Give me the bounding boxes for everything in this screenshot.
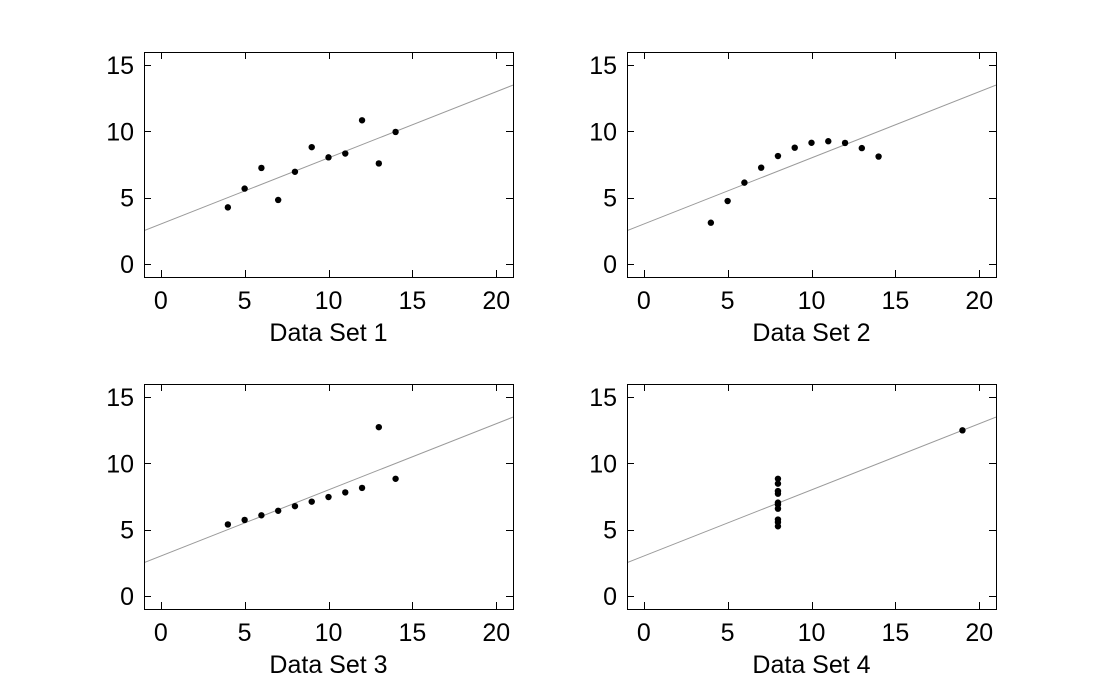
data-point — [358, 484, 366, 492]
data-point — [808, 139, 815, 146]
data-point — [774, 518, 782, 526]
data-point — [774, 480, 782, 487]
data-point — [875, 153, 882, 160]
data-point — [959, 427, 966, 434]
data-point — [791, 144, 798, 151]
regression-line-2 — [627, 84, 996, 232]
y-tick-label: 5 — [603, 185, 617, 213]
y-tick-label: 5 — [120, 185, 134, 213]
plot-frame-1 — [144, 52, 514, 278]
y-tick-label: 15 — [589, 384, 617, 412]
data-point — [342, 150, 349, 157]
x-tick-label: 0 — [637, 287, 651, 315]
data-point — [291, 502, 299, 510]
data-point — [841, 139, 849, 147]
x-tick-label: 0 — [637, 619, 651, 647]
data-point — [325, 154, 332, 161]
data-point — [825, 138, 832, 145]
x-tick-label: 10 — [315, 619, 343, 647]
data-point — [392, 475, 399, 482]
data-point — [291, 168, 299, 175]
y-tick-label: 15 — [589, 52, 617, 80]
x-tick-label: 5 — [721, 287, 735, 315]
data-point — [757, 164, 765, 171]
x-tick-label: 0 — [154, 619, 168, 647]
data-point — [274, 196, 282, 204]
x-tick-label: 15 — [398, 619, 426, 647]
data-point — [774, 487, 782, 495]
data-point — [274, 507, 282, 514]
data-point — [258, 512, 265, 519]
panel-label-3: Data Set 3 — [269, 651, 387, 679]
x-tick-label: 15 — [881, 619, 909, 647]
data-point — [707, 219, 715, 226]
panel-1: 0 5 10 15 20 0 5 10 15 Data Set 1 — [106, 52, 514, 347]
data-point — [258, 164, 265, 172]
x-tick-label: 20 — [965, 619, 993, 647]
data-point — [358, 117, 366, 124]
data-point — [308, 143, 315, 151]
x-tick-label: 20 — [965, 287, 993, 315]
y-tick-label: 0 — [120, 251, 134, 279]
x-tick-label: 5 — [721, 619, 735, 647]
data-point — [342, 489, 349, 496]
plot-frame-2 — [627, 52, 997, 278]
data-point — [858, 144, 866, 152]
data-point — [375, 160, 383, 167]
y-tick-label: 15 — [106, 384, 134, 412]
y-tick-label: 10 — [589, 450, 617, 478]
x-tick-label: 0 — [154, 287, 168, 315]
y-tick-label: 15 — [106, 52, 134, 80]
y-tick-label: 0 — [603, 251, 617, 279]
x-tick-label: 5 — [238, 619, 252, 647]
plot-frame-4 — [627, 384, 997, 610]
x-tick-label: 10 — [315, 287, 343, 315]
data-point — [224, 521, 232, 528]
data-point — [325, 493, 332, 501]
x-tick-label: 20 — [482, 287, 510, 315]
y-tick-label: 0 — [603, 583, 617, 611]
data-point — [241, 185, 248, 192]
regression-line-4 — [627, 416, 996, 564]
data-point — [241, 516, 248, 524]
panel-2: 0 5 10 15 20 0 5 10 15 Data Set 2 — [589, 52, 997, 347]
panel-4: 0 5 10 15 20 0 5 10 15 Data Set 4 — [589, 384, 997, 679]
x-tick-label: 10 — [798, 287, 826, 315]
panel-label-1: Data Set 1 — [269, 319, 387, 347]
data-point — [724, 197, 731, 205]
x-tick-label: 10 — [798, 619, 826, 647]
x-tick-label: 15 — [881, 287, 909, 315]
panel-label-4: Data Set 4 — [752, 651, 870, 679]
data-point — [224, 204, 232, 211]
data-point — [375, 423, 383, 431]
y-tick-label: 5 — [603, 517, 617, 545]
y-tick-label: 10 — [106, 450, 134, 478]
data-point — [392, 128, 399, 136]
y-tick-label: 0 — [120, 583, 134, 611]
y-tick-label: 5 — [120, 517, 134, 545]
x-tick-label: 15 — [398, 287, 426, 315]
x-tick-label: 20 — [482, 619, 510, 647]
panel-label-2: Data Set 2 — [752, 319, 870, 347]
regression-line-3 — [144, 416, 513, 564]
x-tick-label: 5 — [238, 287, 252, 315]
panel-3: 0 5 10 15 20 0 5 10 15 Data Set 3 — [106, 384, 514, 679]
y-tick-label: 10 — [106, 118, 134, 146]
y-tick-label: 10 — [589, 118, 617, 146]
data-point — [741, 179, 748, 186]
data-point — [774, 475, 782, 482]
data-point — [308, 498, 315, 505]
data-point — [774, 152, 782, 160]
data-point — [774, 501, 782, 508]
